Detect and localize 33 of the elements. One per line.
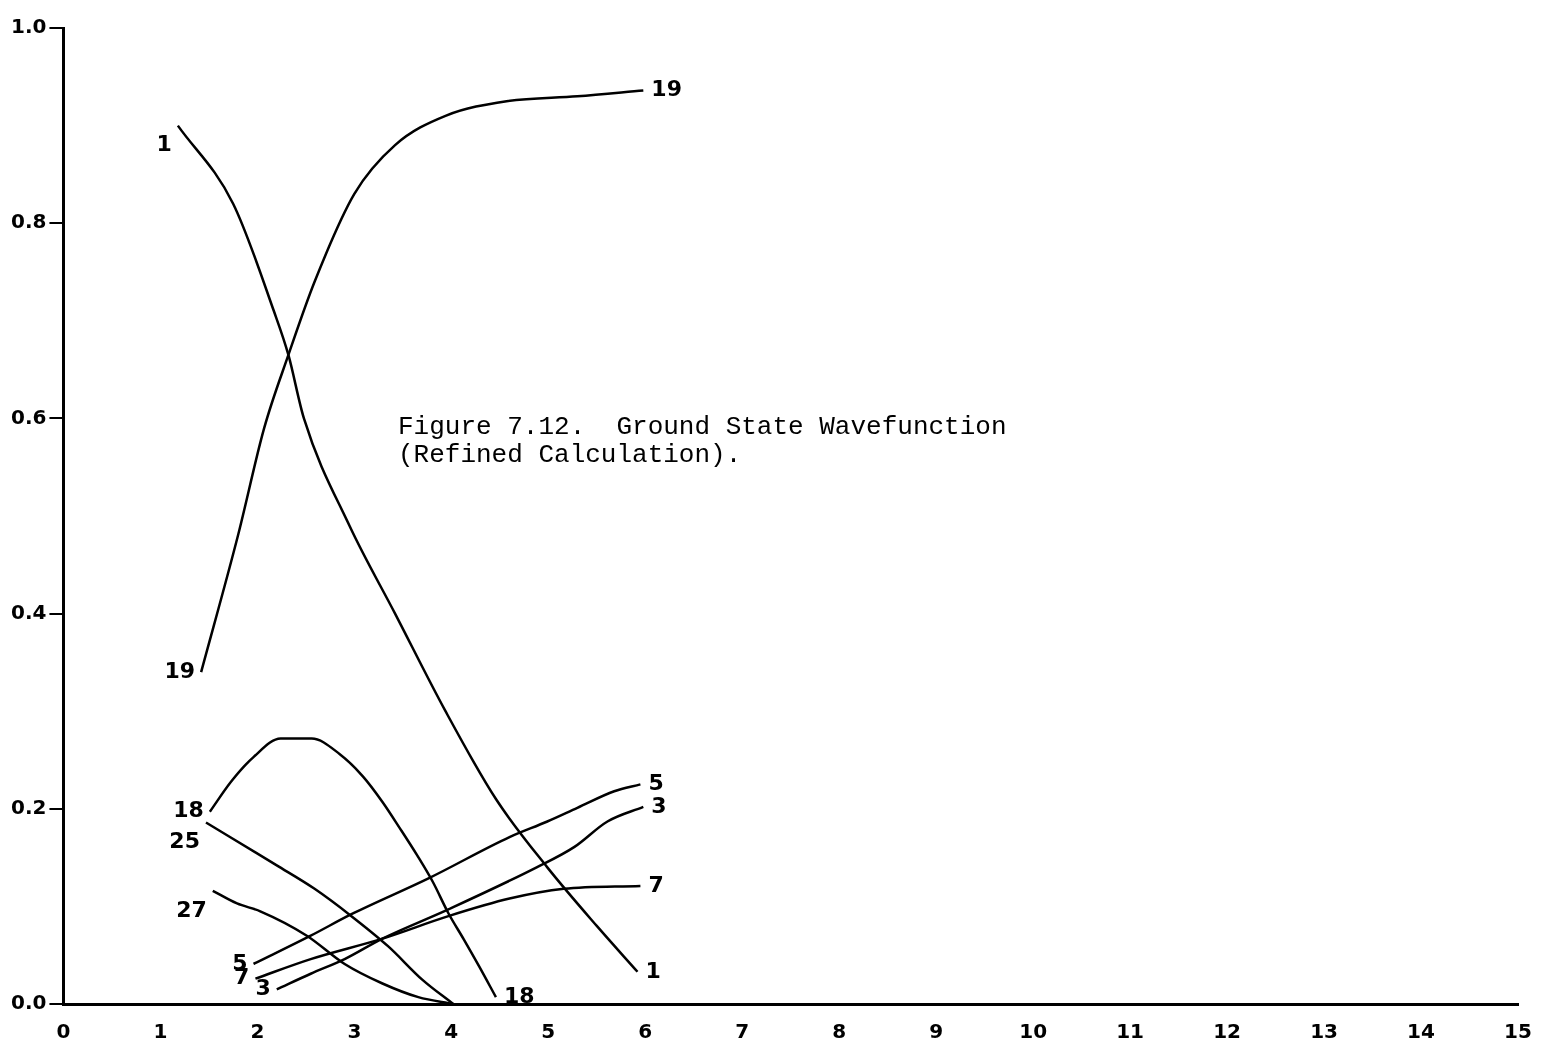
y-tick-label: 0.6 — [10, 404, 47, 429]
x-tick-label: 4 — [444, 1019, 459, 1044]
y-tick-label: 0.8 — [10, 209, 47, 234]
x-tick-label: 3 — [347, 1019, 362, 1044]
text: 18 — [503, 982, 535, 1008]
x-tick-label: 5 — [541, 1019, 556, 1044]
x-tick-label: 10 — [1019, 1019, 1048, 1044]
text: 7 — [648, 871, 664, 897]
series-label: 1 — [645, 957, 661, 983]
x-tick-label: 8 — [832, 1019, 847, 1044]
x-tick-label: 12 — [1213, 1019, 1242, 1044]
x-tick-label: 0 — [56, 1019, 71, 1044]
x-tick-label: 14 — [1407, 1019, 1435, 1044]
x-tick-label: 9 — [929, 1019, 944, 1044]
series-label: 3 — [255, 975, 271, 1001]
y-tick-label: 1.0 — [10, 14, 47, 39]
y-tick-label: 0.4 — [10, 599, 47, 624]
text: 19 — [651, 76, 682, 102]
y-tick-label: 0.2 — [10, 795, 47, 819]
y-tick-label: 0.0 — [10, 990, 47, 1015]
x-tick-label: 2 — [250, 1019, 265, 1044]
x-tick-label: 11 — [1116, 1019, 1145, 1044]
series-label: 27 — [176, 896, 207, 922]
series-label: 25 — [169, 828, 200, 854]
series-label: 19 — [164, 657, 196, 683]
x-tick-label: 6 — [638, 1019, 653, 1044]
x-tick-label: 15 — [1504, 1019, 1532, 1044]
x-tick-label: 13 — [1310, 1019, 1338, 1044]
text: Figure 7.12. Ground State Wavefunction (Refined Calculation). — [398, 412, 1008, 470]
text: 1 — [156, 131, 172, 157]
x-tick-label: 7 — [735, 1019, 750, 1044]
series-label: 18 — [173, 797, 204, 823]
x-tick-label: 1 — [153, 1019, 168, 1044]
